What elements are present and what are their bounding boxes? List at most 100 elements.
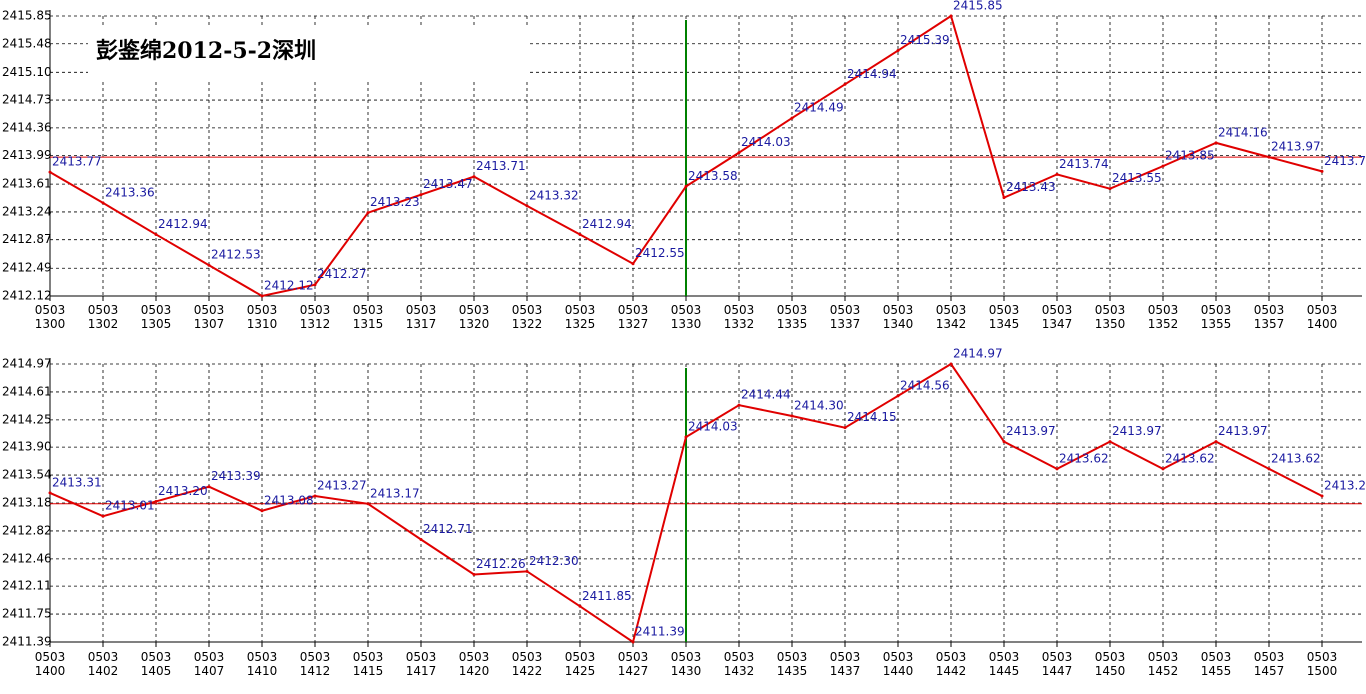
y-tick-label: 2412.12 — [2, 289, 52, 303]
x-tick-label: 0503 1422 — [511, 650, 543, 678]
x-tick-label: 0503 1302 — [87, 303, 119, 331]
y-tick-label: 2414.61 — [2, 384, 52, 398]
x-tick-label: 0503 1420 — [458, 650, 490, 678]
data-point — [1214, 440, 1218, 444]
y-tick-label: 2415.85 — [2, 9, 52, 23]
value-label: 2413.97 — [1271, 140, 1321, 154]
x-tick-label: 0503 1407 — [193, 650, 225, 678]
data-point — [472, 175, 476, 179]
data-point — [419, 537, 423, 541]
value-label: 2414.03 — [688, 419, 738, 433]
value-label: 2412.94 — [158, 217, 208, 231]
data-point — [419, 193, 423, 197]
value-label: 2413.74 — [1059, 157, 1109, 171]
value-label: 2412.55 — [635, 246, 685, 260]
x-tick-label: 0503 1305 — [140, 303, 172, 331]
y-tick-label: 2413.54 — [2, 468, 52, 482]
data-point — [1108, 187, 1112, 191]
y-tick-label: 2414.25 — [2, 412, 52, 426]
data-point — [525, 204, 529, 208]
data-point — [313, 283, 317, 287]
value-label: 2414.97 — [953, 347, 1003, 361]
value-label: 2411.85 — [582, 589, 632, 603]
y-tick-label: 2415.48 — [2, 36, 52, 50]
value-label: 2413.39 — [211, 469, 261, 483]
x-tick-label: 0503 1325 — [564, 303, 596, 331]
value-label: 2413.97 — [1006, 424, 1056, 438]
data-point — [101, 201, 105, 205]
y-tick-label: 2411.75 — [2, 607, 52, 621]
value-label: 2412.12 — [264, 279, 314, 293]
value-label: 2413.78 — [1324, 154, 1366, 168]
data-point — [154, 499, 158, 503]
x-tick-label: 0503 1332 — [723, 303, 755, 331]
value-label: 2411.39 — [635, 625, 685, 639]
value-label: 2413.62 — [1059, 451, 1109, 465]
data-point — [896, 394, 900, 398]
data-point — [949, 362, 953, 366]
data-point — [1267, 467, 1271, 471]
data-point — [790, 116, 794, 120]
data-point — [631, 640, 635, 644]
data-point — [578, 604, 582, 608]
data-point — [1161, 164, 1165, 168]
data-point — [260, 294, 264, 298]
x-tick-label: 0503 1340 — [882, 303, 914, 331]
y-tick-label: 2412.49 — [2, 261, 52, 275]
value-label: 2413.20 — [158, 484, 208, 498]
x-tick-label: 0503 1417 — [405, 650, 437, 678]
value-label: 2415.39 — [900, 33, 950, 47]
x-tick-label: 0503 1322 — [511, 303, 543, 331]
value-label: 2413.71 — [476, 159, 526, 173]
x-tick-label: 0503 1400 — [1306, 303, 1338, 331]
x-tick-label: 0503 1350 — [1094, 303, 1126, 331]
value-label: 2414.56 — [900, 378, 950, 392]
data-point — [313, 494, 317, 498]
value-label: 2413.97 — [1218, 424, 1268, 438]
x-tick-label: 0503 1412 — [299, 650, 331, 678]
value-label: 2413.62 — [1271, 451, 1321, 465]
data-point — [737, 403, 741, 407]
x-tick-label: 0503 1357 — [1253, 303, 1285, 331]
value-label: 2414.44 — [741, 388, 791, 402]
x-tick-label: 0503 1425 — [564, 650, 596, 678]
x-tick-label: 0503 1400 — [34, 650, 66, 678]
value-label: 2413.27 — [317, 479, 367, 493]
value-label: 2413.32 — [529, 188, 579, 202]
y-tick-label: 2413.90 — [2, 440, 52, 454]
y-tick-label: 2414.36 — [2, 120, 52, 134]
x-tick-label: 0503 1355 — [1200, 303, 1232, 331]
value-label: 2413.58 — [688, 169, 738, 183]
data-point — [737, 151, 741, 155]
x-tick-label: 0503 1442 — [935, 650, 967, 678]
title-box — [88, 26, 530, 82]
data-point — [260, 509, 264, 513]
value-label: 2413.85 — [1165, 149, 1215, 163]
data-point — [1002, 196, 1006, 200]
value-label: 2412.53 — [211, 248, 261, 262]
x-tick-label: 0503 1352 — [1147, 303, 1179, 331]
x-tick-label: 0503 1437 — [829, 650, 861, 678]
data-point — [48, 491, 52, 495]
value-label: 2414.94 — [847, 67, 897, 81]
x-tick-label: 0503 1430 — [670, 650, 702, 678]
value-label: 2413.47 — [423, 177, 473, 191]
data-point — [366, 211, 370, 215]
data-point — [684, 184, 688, 188]
value-label: 2413.27 — [1324, 479, 1366, 493]
data-point — [843, 426, 847, 430]
x-tick-label: 0503 1315 — [352, 303, 384, 331]
value-label: 2413.97 — [1112, 424, 1162, 438]
value-label: 2413.17 — [370, 486, 420, 500]
data-point — [578, 232, 582, 236]
x-tick-label: 0503 1410 — [246, 650, 278, 678]
x-tick-label: 0503 1405 — [140, 650, 172, 678]
y-tick-label: 2413.24 — [2, 204, 52, 218]
data-point — [101, 514, 105, 518]
x-tick-label: 0503 1327 — [617, 303, 649, 331]
data-point — [1002, 440, 1006, 444]
x-tick-label: 0503 1457 — [1253, 650, 1285, 678]
x-tick-label: 0503 1342 — [935, 303, 967, 331]
